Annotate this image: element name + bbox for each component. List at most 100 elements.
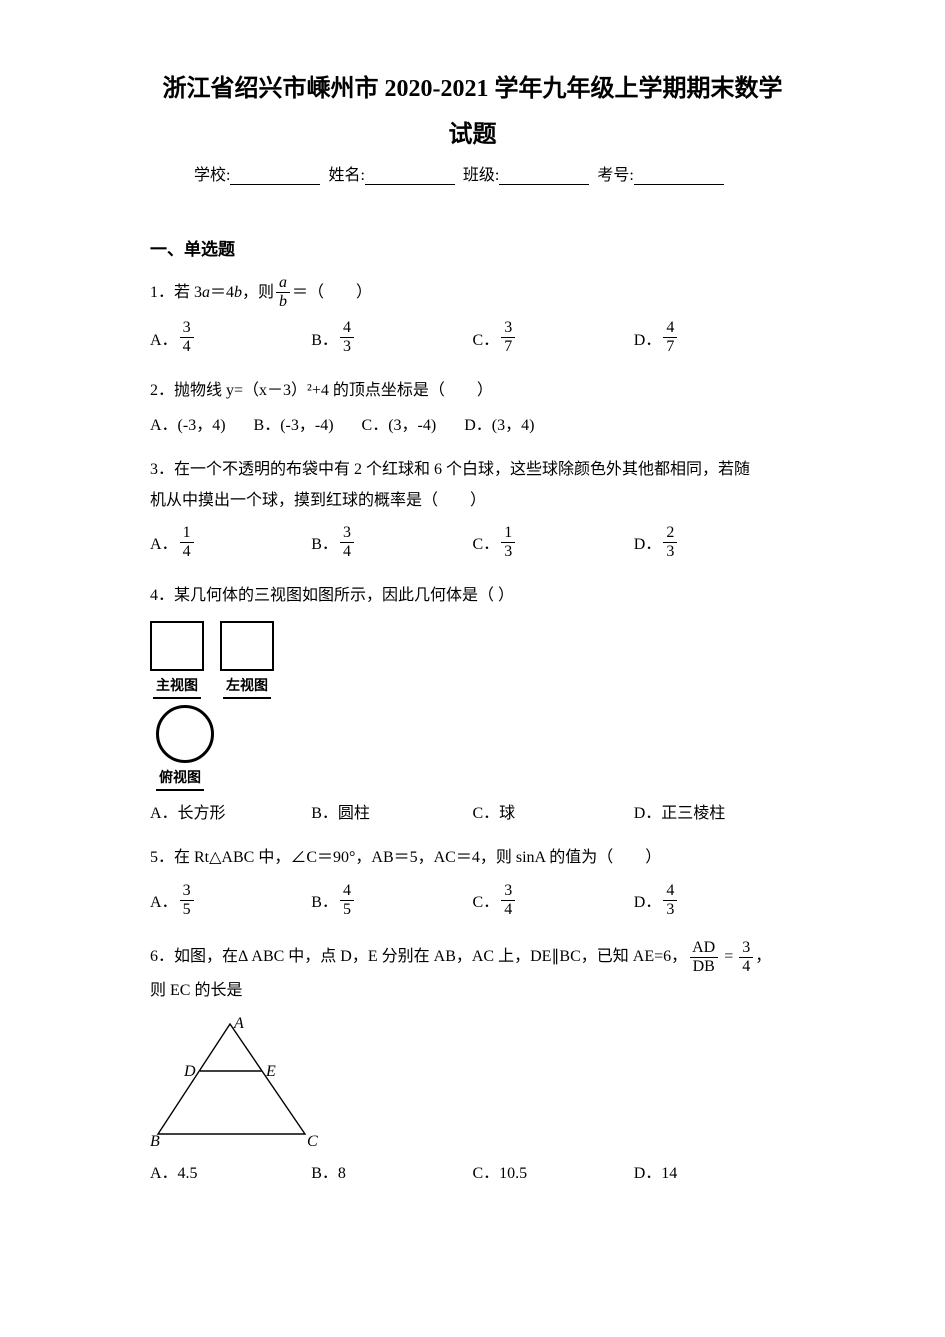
q1-tail: ＝（ ）	[292, 278, 372, 308]
school-label: 学校:	[194, 167, 230, 184]
q6-f2-num: 3	[739, 939, 753, 957]
q3-D-num: 2	[663, 524, 677, 542]
question-4: 4．某几何体的三视图如图所示，因此几何体是（ ）	[150, 581, 795, 611]
q1-D-den: 7	[663, 337, 677, 356]
q1-C-num: 3	[501, 319, 515, 337]
node-label-B: B	[150, 1133, 160, 1146]
q4-choice-A[interactable]: A．长方形	[150, 799, 311, 823]
q2-choice-B[interactable]: B．(-3，-4)	[254, 411, 334, 441]
q4-choices: A．长方形 B．圆柱 C．球 D．正三棱柱	[150, 799, 795, 829]
question-6-line2: 则 EC 的长是	[150, 976, 795, 1006]
front-view-label: 主视图	[153, 675, 201, 699]
q5-choice-B[interactable]: B． 45	[311, 882, 472, 919]
node-label-E: E	[265, 1063, 276, 1080]
q6-choice-D[interactable]: D．14	[634, 1159, 795, 1183]
class-blank[interactable]	[499, 168, 589, 185]
q5-D-label: D．	[634, 888, 662, 912]
q3-choice-C[interactable]: C． 13	[473, 524, 634, 561]
q6-f1-num: AD	[689, 939, 718, 957]
node-label-A: A	[233, 1016, 244, 1032]
question-3-line1: 3．在一个不透明的布袋中有 2 个红球和 6 个白球，这些球除颜色外其他都相同，…	[150, 455, 795, 485]
q1-after: ，则	[242, 278, 274, 308]
school-blank[interactable]	[230, 168, 320, 185]
title-line2: 试题	[150, 114, 795, 149]
left-view-rect	[220, 621, 274, 671]
q3-choices: A． 14 B． 34 C． 13 D． 23	[150, 524, 795, 567]
q1-choice-D[interactable]: D． 47	[634, 319, 795, 356]
q3-choice-B[interactable]: B． 34	[311, 524, 472, 561]
left-view: 左视图	[220, 621, 274, 699]
q6-triangle-diagram: A B C D E	[150, 1016, 795, 1151]
q5-C-den: 4	[501, 900, 515, 919]
top-view-label: 俯视图	[156, 767, 204, 791]
q1-B-den: 3	[340, 337, 354, 356]
q6-choice-A[interactable]: A．4.5	[150, 1159, 311, 1183]
page: 浙江省绍兴市嵊州市 2020-2021 学年九年级上学期期末数学 试题 学校: …	[0, 0, 945, 1229]
q1-A-num: 3	[180, 319, 194, 337]
q1-a: a	[202, 278, 210, 308]
q3-A-label: A．	[150, 530, 178, 554]
q3-B-label: B．	[311, 530, 338, 554]
triangle-ABC	[158, 1024, 305, 1134]
q2-choice-D[interactable]: D．(3，4)	[464, 411, 534, 441]
q1-D-label: D．	[634, 326, 662, 350]
q1-choice-B[interactable]: B． 43	[311, 319, 472, 356]
q5-choice-C[interactable]: C． 34	[473, 882, 634, 919]
q3-B-num: 3	[340, 524, 354, 542]
q6-choice-C[interactable]: C．10.5	[473, 1159, 634, 1183]
q6-f1-den: DB	[690, 957, 718, 976]
q4-choice-B[interactable]: B．圆柱	[311, 799, 472, 823]
q3-D-label: D．	[634, 530, 662, 554]
q5-choices: A． 35 B． 45 C． 34 D． 43	[150, 882, 795, 925]
q1-prefix: 1．若 3	[150, 278, 202, 308]
q2-choices: A．(-3，4) B．(-3，-4) C．(3，-4) D．(3，4)	[150, 411, 795, 441]
student-info-line: 学校: 姓名: 班级: 考号:	[150, 161, 795, 185]
name-blank[interactable]	[365, 168, 455, 185]
q6-frac1: AD DB	[689, 939, 718, 976]
q1-choices: A． 34 B． 43 C． 37 D． 47	[150, 319, 795, 362]
class-label: 班级:	[463, 167, 499, 184]
q3-choice-D[interactable]: D． 23	[634, 524, 795, 561]
q2-choice-A[interactable]: A．(-3，4)	[150, 411, 226, 441]
question-1: 1．若 3a＝4b，则 a b ＝（ ）	[150, 274, 795, 311]
question-3-line2: 机从中摸出一个球，摸到红球的概率是（ ）	[150, 486, 795, 516]
q1-choice-A[interactable]: A． 34	[150, 319, 311, 356]
q3-C-label: C．	[473, 530, 500, 554]
q1-frac-den: b	[276, 292, 290, 311]
q5-B-den: 5	[340, 900, 354, 919]
q5-choice-A[interactable]: A． 35	[150, 882, 311, 919]
q2-choice-C[interactable]: C．(3，-4)	[362, 411, 437, 441]
q6-suffix: ，	[755, 942, 771, 972]
q4-choice-D[interactable]: D．正三棱柱	[634, 799, 795, 823]
front-view-rect	[150, 621, 204, 671]
q4-choice-C[interactable]: C．球	[473, 799, 634, 823]
q5-choice-D[interactable]: D． 43	[634, 882, 795, 919]
q1-C-den: 7	[501, 337, 515, 356]
q6-eq: =	[724, 942, 733, 972]
q3-B-den: 4	[340, 542, 354, 561]
q6-choice-B[interactable]: B．8	[311, 1159, 472, 1183]
node-label-C: C	[307, 1133, 318, 1146]
question-2: 2．抛物线 y=（x－3）²+4 的顶点坐标是（ ）	[150, 376, 795, 406]
q5-C-label: C．	[473, 888, 500, 912]
q1-B-num: 4	[340, 319, 354, 337]
q6-f2-den: 4	[739, 957, 753, 976]
q3-D-den: 3	[663, 542, 677, 561]
q1-frac: a b	[276, 274, 290, 311]
id-blank[interactable]	[634, 168, 724, 185]
q1-D-num: 4	[663, 319, 677, 337]
q3-A-num: 1	[180, 524, 194, 542]
node-label-D: D	[183, 1063, 196, 1080]
q3-choice-A[interactable]: A． 14	[150, 524, 311, 561]
q5-A-den: 5	[180, 900, 194, 919]
front-view: 主视图	[150, 621, 204, 699]
q3-C-num: 1	[501, 524, 515, 542]
q1-eq: ＝4	[210, 278, 234, 308]
q1-b: b	[234, 278, 242, 308]
question-5: 5．在 Rt△ABC 中，∠C＝90°，AB＝5，AC＝4，则 sinA 的值为…	[150, 843, 795, 873]
q1-frac-num: a	[276, 274, 290, 292]
title-line1: 浙江省绍兴市嵊州市 2020-2021 学年九年级上学期期末数学	[150, 70, 795, 108]
q1-choice-C[interactable]: C． 37	[473, 319, 634, 356]
section-heading: 一、单选题	[150, 235, 795, 260]
triangle-svg: A B C D E	[150, 1016, 325, 1146]
